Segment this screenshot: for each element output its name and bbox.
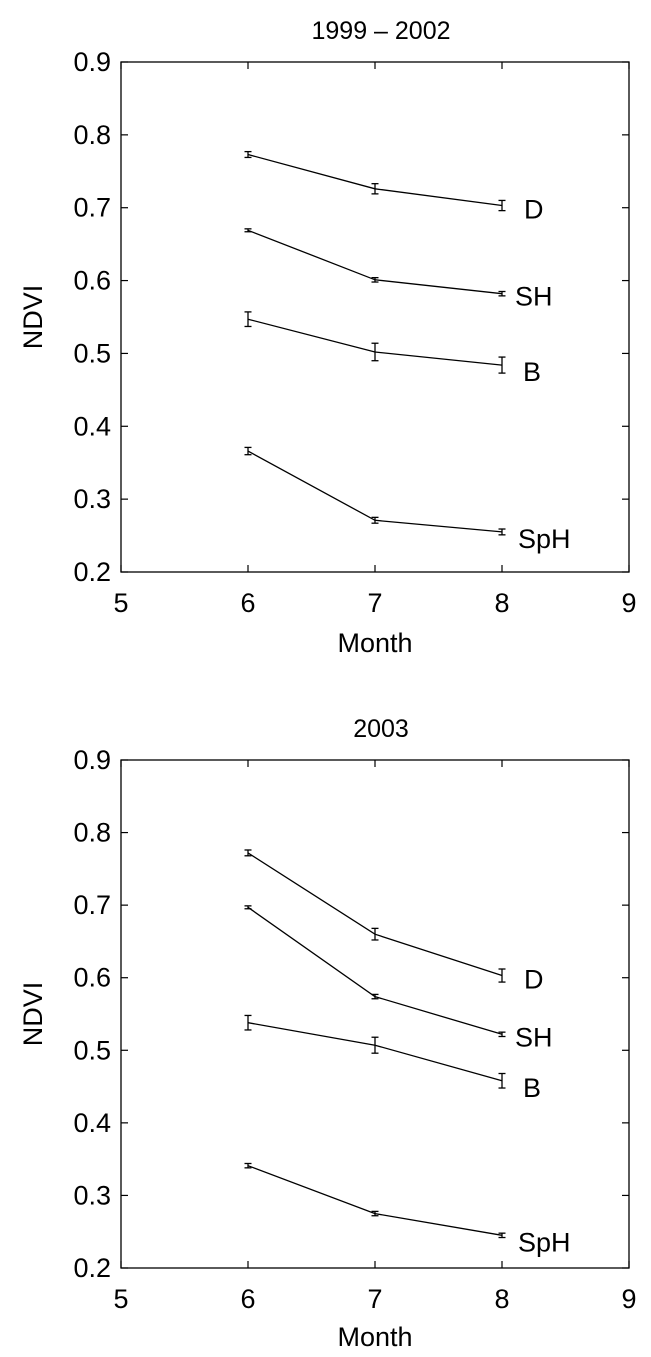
y-tick-label: 0.6 bbox=[73, 963, 111, 993]
x-tick-label: 5 bbox=[113, 1284, 128, 1314]
x-tick-label: 7 bbox=[367, 1284, 382, 1314]
y-tick-label: 0.8 bbox=[73, 120, 111, 150]
y-tick-label: 0.4 bbox=[73, 1108, 111, 1138]
series-line bbox=[247, 906, 503, 1035]
x-axis-label: Month bbox=[337, 628, 412, 658]
series-line bbox=[247, 852, 503, 977]
series-label: D bbox=[524, 965, 544, 995]
x-tick-label: 9 bbox=[621, 588, 636, 618]
y-tick-label: 0.3 bbox=[73, 484, 111, 514]
y-tick-label: 0.2 bbox=[73, 557, 111, 587]
y-tick-label: 0.7 bbox=[73, 193, 111, 223]
chart-panel-2: 5 6 7 8 9 0.2 0.3 0.4 0.5 0.6 0.7 0.8 0.9 2003 Month ND… bbox=[18, 715, 637, 1352]
series-b: B bbox=[244, 311, 541, 387]
series-line bbox=[247, 229, 503, 295]
y-tick-label: 0.3 bbox=[73, 1180, 111, 1210]
series-sph: SpH bbox=[244, 1162, 571, 1257]
y-tick-label: 0.9 bbox=[73, 745, 111, 775]
x-tick-label: 6 bbox=[240, 588, 255, 618]
x-tick-label: 6 bbox=[240, 1284, 255, 1314]
x-axis-label: Month bbox=[337, 1322, 412, 1352]
series-line bbox=[247, 1165, 503, 1236]
y-axis-label: NDVI bbox=[18, 982, 48, 1047]
series-label: SpH bbox=[518, 1227, 571, 1257]
plot-frame bbox=[120, 61, 630, 573]
y-tick-label: 0.6 bbox=[73, 266, 111, 296]
y-tick-label: 0.5 bbox=[73, 1035, 111, 1065]
series-label: B bbox=[523, 357, 541, 387]
x-tick-label: 5 bbox=[113, 588, 128, 618]
series-label: SH bbox=[515, 282, 553, 312]
y-tick-label: 0.9 bbox=[73, 47, 111, 77]
x-tick-label: 8 bbox=[494, 588, 509, 618]
y-tick-label: 0.5 bbox=[73, 338, 111, 368]
plot-frame bbox=[120, 759, 630, 1269]
x-tick-label: 8 bbox=[494, 1284, 509, 1314]
series-b: B bbox=[244, 1014, 541, 1103]
chart-title: 2003 bbox=[353, 715, 409, 743]
series-label: D bbox=[524, 195, 544, 225]
series-label: SH bbox=[515, 1022, 553, 1052]
chart-panel-1: 5 6 7 8 9 0.2 0.3 0.4 0.5 0.6 0.7 0.8 0.9 1999 – 2002… bbox=[18, 17, 637, 658]
series-d: D bbox=[244, 150, 544, 225]
y-tick-label: 0.2 bbox=[73, 1253, 111, 1283]
series-label: B bbox=[523, 1073, 541, 1103]
y-tick-label: 0.7 bbox=[73, 890, 111, 920]
chart-title: 1999 – 2002 bbox=[311, 17, 450, 45]
series-d: D bbox=[244, 849, 544, 995]
x-tick-label: 9 bbox=[621, 1284, 636, 1314]
series-sh: SH bbox=[244, 228, 553, 312]
series-sh: SH bbox=[244, 905, 553, 1052]
y-tick-label: 0.4 bbox=[73, 411, 111, 441]
y-axis-label: NDVI bbox=[18, 285, 48, 350]
x-tick-label: 7 bbox=[367, 588, 382, 618]
series-label: SpH bbox=[518, 524, 571, 554]
y-tick-label: 0.8 bbox=[73, 818, 111, 848]
series-line bbox=[247, 153, 503, 207]
series-sph: SpH bbox=[244, 446, 571, 554]
